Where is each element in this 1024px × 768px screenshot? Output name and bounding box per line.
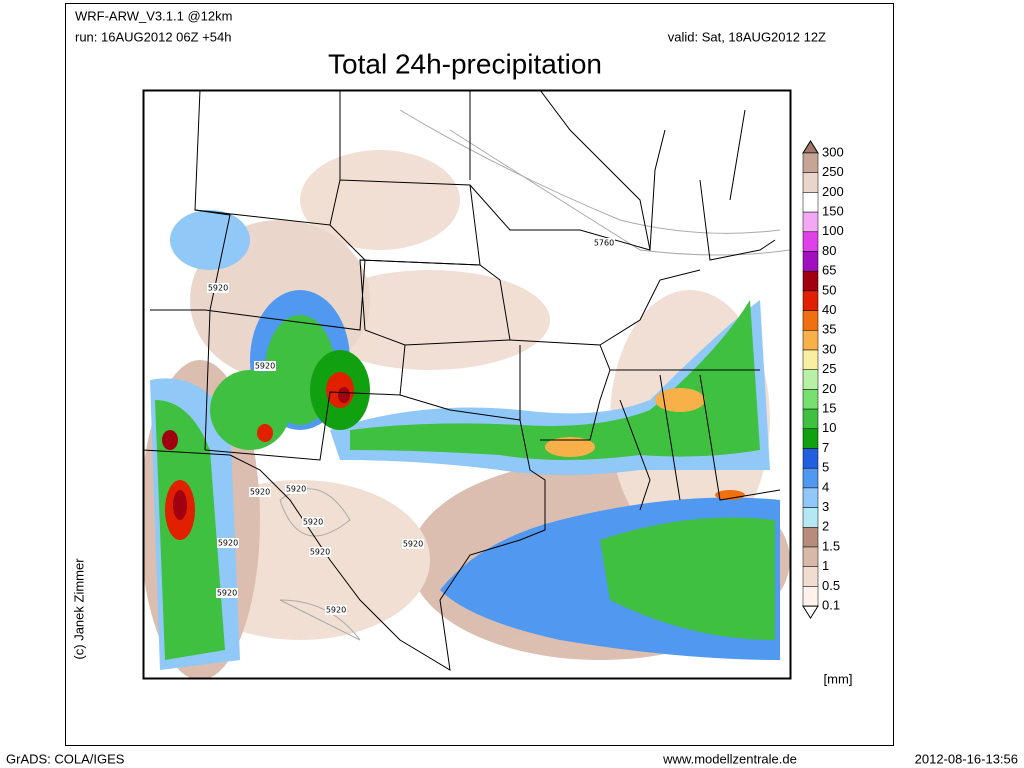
credit: (c) Janek Zimmer <box>71 558 86 660</box>
colorbar-label: 3 <box>822 499 829 514</box>
contour-label-box <box>309 547 331 557</box>
colorbar-box <box>802 290 819 311</box>
contour-label-box <box>593 238 615 248</box>
colorbar-label: 7 <box>822 440 829 455</box>
precip-moderate <box>150 210 780 670</box>
contour-label: 5920 <box>250 488 270 497</box>
footer-right: 2012-08-16-13:56 <box>915 751 1018 766</box>
colorbar-box <box>802 467 819 489</box>
contour-label-box <box>402 539 424 549</box>
colorbar-box <box>802 527 819 548</box>
contour-label-box <box>249 487 271 497</box>
colorbar-label: 300 <box>822 144 844 159</box>
colorbar-label: 150 <box>822 204 844 219</box>
colorbar-box <box>802 192 819 213</box>
colorbar-label: 2 <box>822 519 829 534</box>
contour-label-box <box>207 283 229 293</box>
colorbar-box <box>802 448 819 469</box>
contour-label-box <box>217 538 239 548</box>
map-title: Total 24h-precipitation <box>328 48 602 79</box>
colorbar-label: 4 <box>822 479 829 494</box>
run-label: run: 16AUG2012 06Z +54h <box>75 29 231 44</box>
colorbar-label: 65 <box>822 263 836 278</box>
colorbar-box <box>802 428 819 449</box>
colorbar-label: 1 <box>822 558 829 573</box>
contour-label: 5920 <box>286 485 306 494</box>
colorbar-label: 40 <box>822 302 836 317</box>
colorbar-box <box>802 408 819 430</box>
map-frame <box>142 89 792 680</box>
contour-label: 5920 <box>403 540 423 549</box>
contour-label-box <box>216 588 238 598</box>
colorbar-label: 50 <box>822 282 836 297</box>
colorbar-label: 200 <box>822 184 844 199</box>
colorbar-box <box>802 546 819 567</box>
colorbar-box <box>802 369 819 390</box>
colorbar-box <box>802 270 819 292</box>
colorbar-label: 20 <box>822 381 836 396</box>
colorbar-box <box>802 211 819 233</box>
borders <box>143 90 781 671</box>
colorbar-box <box>802 487 819 508</box>
contour-label: 5920 <box>218 539 238 548</box>
colorbar-label: 10 <box>822 420 836 435</box>
footer-center: www.modellzentrale.de <box>662 751 797 766</box>
unit-label: [mm] <box>824 671 853 686</box>
contour-labels: 5760 5920 5920 5920 5920 5920 5920 5920 5920 5920… <box>207 238 615 615</box>
colorbar-label: 15 <box>822 401 836 416</box>
colorbar-label: 35 <box>822 322 836 337</box>
colorbar-box <box>802 507 819 528</box>
colorbar-box <box>802 586 819 607</box>
colorbar-bottom-triangle <box>802 605 819 620</box>
valid-label: valid: Sat, 18AUG2012 12Z <box>668 29 826 44</box>
contour-label-box <box>254 361 276 371</box>
colorbar-label: 0.1 <box>822 598 840 613</box>
contour-label-box <box>325 605 347 615</box>
colorbar-box <box>802 330 819 351</box>
colorbar-box <box>802 231 819 252</box>
colorbar-label: 5 <box>822 460 829 475</box>
colorbar: 300 250 200 150 100 80 65 50 40 35 30 25 20 15 10 7 5 4 3 2… <box>802 140 844 620</box>
colorbar-label: 100 <box>822 223 844 238</box>
colorbar-box <box>802 152 819 173</box>
colorbar-box <box>802 349 819 370</box>
colorbar-box <box>802 566 819 587</box>
contour-label: 5920 <box>217 589 237 598</box>
contour-label: 5920 <box>326 606 346 615</box>
colorbar-box <box>802 251 819 272</box>
contour-label: 5920 <box>255 362 275 371</box>
colorbar-label: 80 <box>822 243 836 258</box>
colorbar-box <box>802 389 819 410</box>
colorbar-label: 0.5 <box>822 578 840 593</box>
colorbar-label: 250 <box>822 164 844 179</box>
colorbar-label: 30 <box>822 341 836 356</box>
contour-label: 5920 <box>303 518 323 527</box>
colorbar-box <box>802 172 819 193</box>
precip-heavy <box>162 372 745 540</box>
footer-left: GrADS: COLA/IGES <box>6 751 125 766</box>
contour-label: 5920 <box>310 548 330 557</box>
colorbar-box <box>802 310 819 331</box>
colorbar-label: 1.5 <box>822 538 840 553</box>
map: 5760 5920 5920 5920 5920 5920 5920 5920 5920 5920… <box>143 90 790 678</box>
model-label: WRF-ARW_V3.1.1 @12km <box>75 8 232 23</box>
contour-label-box <box>302 517 324 527</box>
contour-label: 5760 <box>594 239 614 248</box>
contour-label-box <box>285 484 307 494</box>
contour-label: 5920 <box>208 284 228 293</box>
colorbar-label: 25 <box>822 361 836 376</box>
